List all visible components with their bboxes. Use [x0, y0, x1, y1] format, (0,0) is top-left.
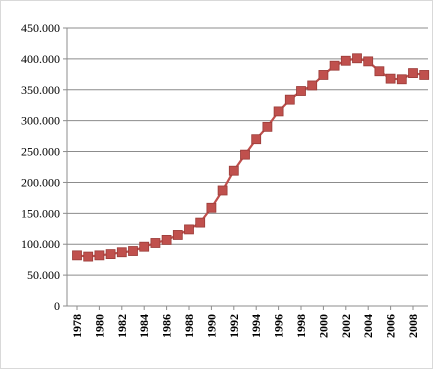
y-tick-label: 400.000 [21, 52, 60, 66]
data-point-marker [352, 53, 362, 64]
data-point-marker [195, 217, 206, 228]
data-point-marker [374, 66, 385, 77]
data-point-marker [318, 70, 329, 80]
data-point-marker [307, 80, 318, 91]
y-tick-label: 50.000 [27, 268, 60, 282]
y-tick-label: 100.000 [21, 237, 60, 251]
data-point-marker [340, 55, 351, 66]
data-point-marker [273, 106, 284, 117]
x-tick-label: 1984 [137, 314, 151, 338]
x-tick-label: 1988 [182, 314, 196, 338]
x-tick-label: 1992 [227, 314, 241, 338]
series-line [76, 57, 425, 258]
data-point-marker [385, 73, 396, 84]
x-tick-label: 2006 [384, 314, 398, 338]
data-point-marker [83, 251, 94, 262]
data-point-marker [240, 149, 250, 160]
data-point-marker [184, 224, 194, 235]
data-point-marker [72, 250, 82, 261]
x-tick-label: 1996 [272, 314, 286, 338]
data-point-marker [262, 121, 273, 132]
data-point-marker [217, 185, 228, 196]
data-point-marker [228, 165, 239, 176]
x-tick-label: 2000 [316, 314, 330, 338]
data-point-marker [419, 70, 430, 80]
x-tick-label: 2008 [406, 314, 420, 338]
data-point-marker [363, 56, 374, 67]
data-point-marker [105, 249, 116, 260]
y-tick-label: 150.000 [21, 206, 60, 220]
axes [63, 27, 428, 310]
x-tick-label: 1978 [70, 314, 84, 338]
data-point-marker [296, 86, 306, 96]
data-point-marker [251, 134, 262, 145]
x-tick-label: 2004 [361, 314, 375, 338]
x-tick-label: 1980 [92, 314, 106, 338]
data-series [72, 53, 430, 262]
x-tick-label: 1994 [249, 314, 263, 338]
data-point-marker [94, 250, 105, 261]
y-tick-label: 300.000 [21, 114, 60, 128]
data-point-marker [284, 94, 295, 105]
data-point-marker [150, 238, 161, 248]
y-tick-label: 450.000 [21, 21, 60, 35]
data-point-marker [206, 202, 217, 213]
x-tick-label: 1998 [294, 314, 308, 338]
data-point-marker [172, 230, 183, 240]
x-tick-label: 1982 [115, 314, 129, 338]
data-point-marker [408, 68, 418, 78]
x-tick-label: 1986 [160, 314, 174, 338]
y-tick-label: 350.000 [21, 83, 60, 97]
x-axis-tick-labels: 1978 1980 1982 1984 1986 1988 1990 1992 1994 1996… [70, 314, 420, 338]
data-point-marker [329, 60, 340, 71]
x-tick-label: 1990 [204, 314, 218, 338]
x-tick-label: 2002 [339, 314, 353, 338]
y-tick-label: 200.000 [21, 175, 60, 189]
data-point-marker [161, 234, 172, 245]
y-tick-label: 250.000 [21, 145, 60, 159]
y-axis-tick-labels: 0 50.000 100.000 150.000 200.000 250.000 300.0… [21, 21, 60, 313]
data-point-marker [128, 246, 138, 256]
data-point-marker [116, 247, 127, 258]
data-point-marker [396, 74, 407, 85]
data-point-marker [139, 241, 150, 252]
y-tick-label: 0 [54, 299, 60, 313]
